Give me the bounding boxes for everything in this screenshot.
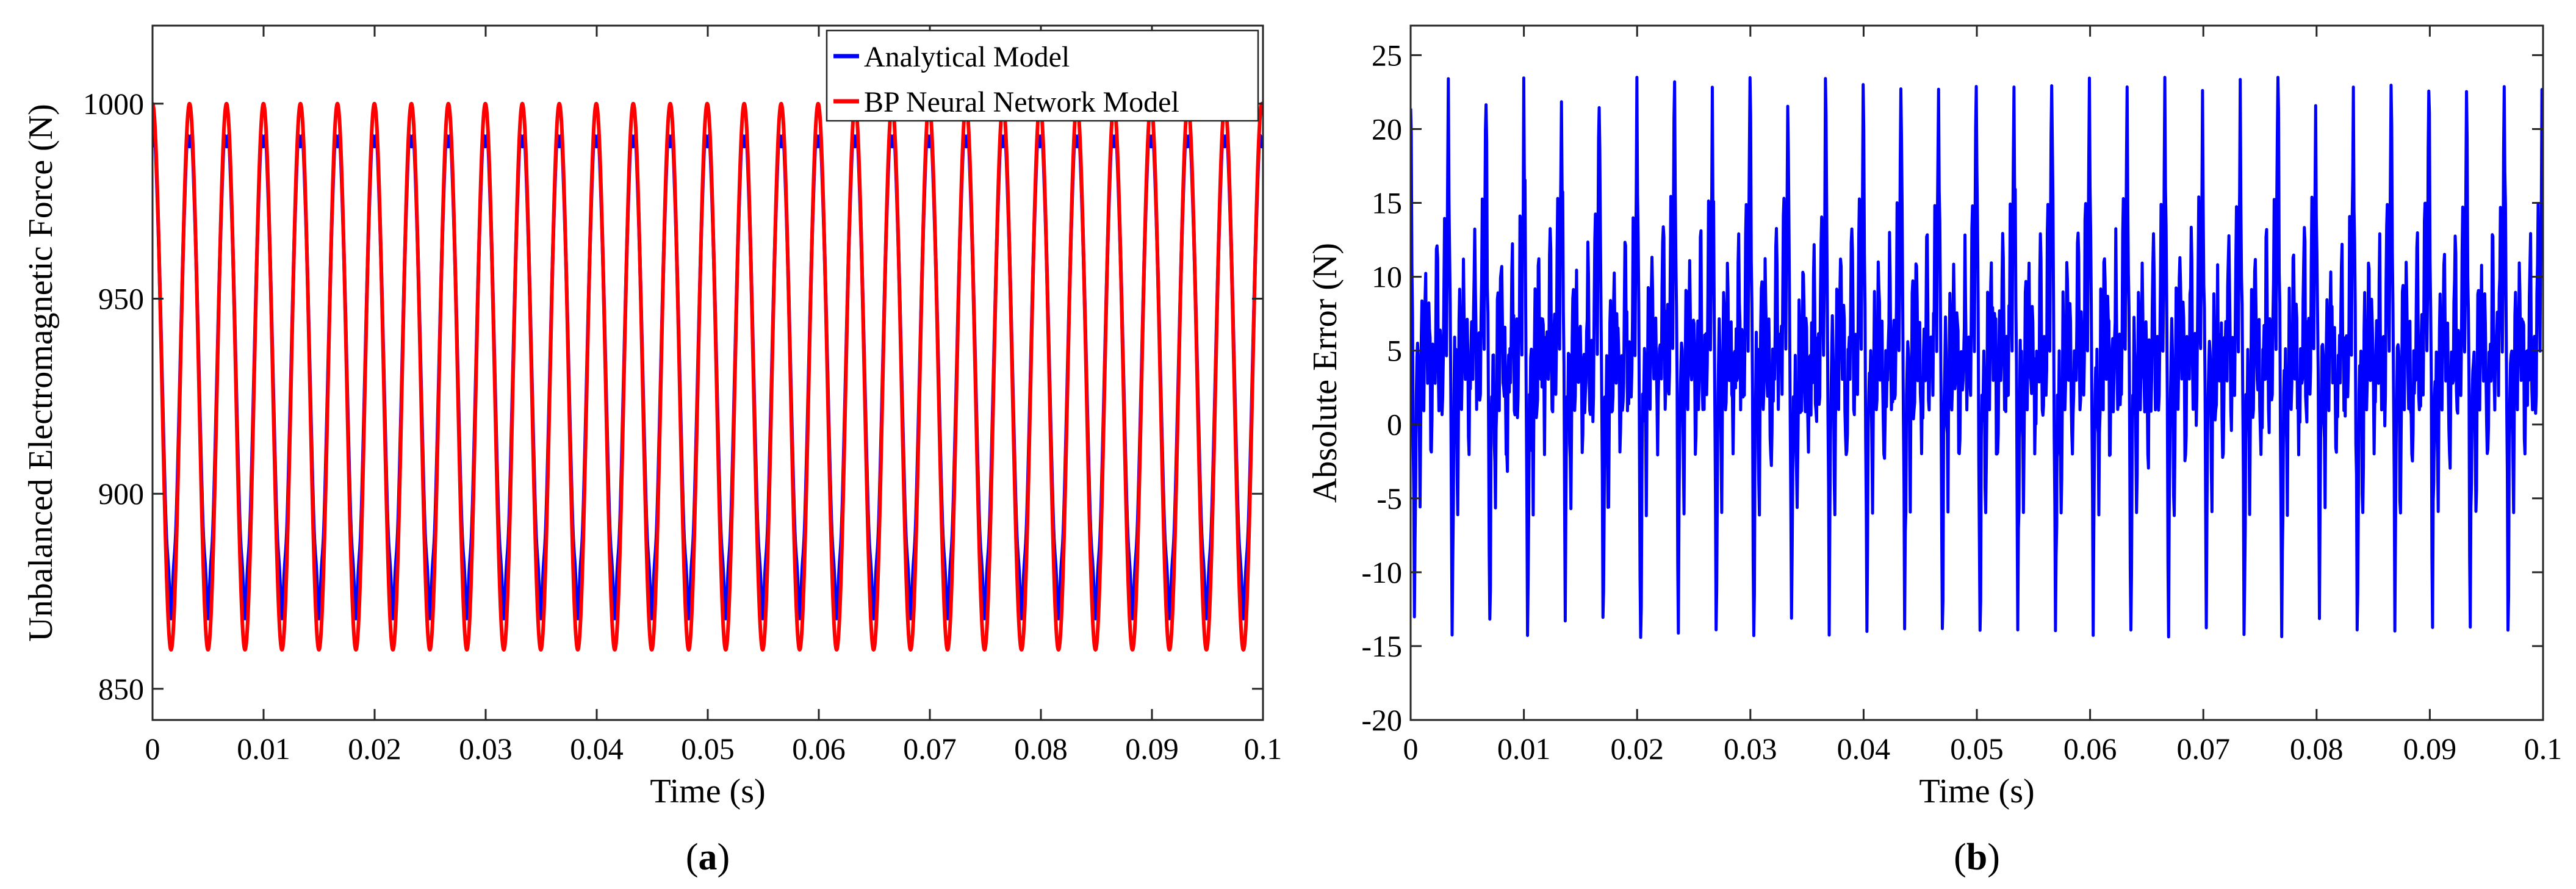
y-tick-label: 900 <box>98 477 144 511</box>
chart-b-y-tick-labels: -20 -15 -10 -5 0 5 10 15 20 25 <box>1361 38 1402 737</box>
chart-a-legend: Analytical Model BP Neural Network Model <box>826 29 1259 122</box>
panel-b-caption: (b) <box>1954 837 2000 878</box>
panel-b-letter: b <box>1966 837 1987 878</box>
y-tick-label: -5 <box>1376 481 1402 516</box>
y-tick-label: 1000 <box>83 87 144 121</box>
x-tick-label: 0.1 <box>2524 732 2563 766</box>
x-tick-label: 0 <box>1403 732 1419 766</box>
x-tick-label: 0.01 <box>237 732 290 766</box>
x-tick-label: 0.05 <box>1950 732 2004 766</box>
panel-a-caption: (a) <box>686 837 730 878</box>
x-tick-label: 0.07 <box>2176 732 2230 766</box>
y-tick-label: 5 <box>1387 334 1402 368</box>
chart-a-y-tick-labels: 850 900 950 1000 <box>83 87 144 706</box>
chart-b-y-axis-title: Absolute Error (N) <box>1306 243 1344 503</box>
x-tick-label: 0.08 <box>1014 732 1068 766</box>
y-tick-label: -20 <box>1361 703 1402 737</box>
y-tick-label: 10 <box>1372 260 1402 294</box>
chart-panel-a: 0 0.01 0.02 0.03 0.04 0.05 0.06 0.07 0.08 0.09 0.1… <box>22 24 1283 878</box>
panel-a-letter: a <box>699 837 718 878</box>
y-tick-label: 25 <box>1372 38 1402 72</box>
x-tick-label: 0.08 <box>2290 732 2344 766</box>
x-tick-label: 0.04 <box>1837 732 1891 766</box>
x-tick-label: 0.1 <box>1244 732 1283 766</box>
y-tick-label: 20 <box>1372 112 1402 146</box>
x-tick-label: 0.03 <box>459 732 513 766</box>
y-tick-label: 0 <box>1387 408 1402 442</box>
chart-b-plot-area <box>1411 76 2543 639</box>
chart-a-x-axis-title: Time (s) <box>650 772 765 810</box>
x-tick-label: 0.03 <box>1724 732 1777 766</box>
y-tick-label: -10 <box>1361 555 1402 589</box>
series-line-absolute-error <box>1411 76 2543 639</box>
y-tick-label: 950 <box>98 282 144 316</box>
x-tick-label: 0.06 <box>792 732 846 766</box>
chart-a-ticks <box>151 26 1264 720</box>
chart-panel-b: 0 0.01 0.02 0.03 0.04 0.05 0.06 0.07 0.08 0.09 0.1… <box>1306 24 2563 878</box>
legend-label-analytical: Analytical Model <box>864 41 1070 73</box>
x-tick-label: 0.07 <box>903 732 957 766</box>
series-line-analytical-model <box>153 134 1263 621</box>
x-tick-label: 0.04 <box>570 732 624 766</box>
y-tick-label: 15 <box>1372 186 1402 220</box>
y-tick-label: 850 <box>98 672 144 706</box>
chart-a-legend-box <box>826 29 1259 122</box>
x-tick-label: 0.09 <box>2403 732 2457 766</box>
legend-label-bp: BP Neural Network Model <box>864 86 1179 118</box>
chart-a-plot-area <box>153 101 1263 652</box>
chart-b-x-axis-title: Time (s) <box>1919 772 2034 810</box>
x-tick-label: 0.02 <box>1610 732 1664 766</box>
chart-a-x-tick-labels: 0 0.01 0.02 0.03 0.04 0.05 0.06 0.07 0.08 0.09 0.1 <box>145 732 1283 766</box>
x-tick-label: 0.06 <box>2063 732 2117 766</box>
y-tick-label: -15 <box>1361 629 1402 663</box>
x-tick-label: 0.02 <box>348 732 401 766</box>
chart-b-x-tick-labels: 0 0.01 0.02 0.03 0.04 0.05 0.06 0.07 0.08 0.09 0.1 <box>1403 732 2563 766</box>
x-tick-label: 0.09 <box>1125 732 1179 766</box>
chart-b-ticks <box>1409 26 2544 721</box>
x-tick-label: 0 <box>145 732 160 766</box>
chart-a-y-axis-title: Unbalanced Electromagnetic Force (N) <box>22 104 60 642</box>
x-tick-label: 0.01 <box>1497 732 1551 766</box>
x-tick-label: 0.05 <box>681 732 735 766</box>
